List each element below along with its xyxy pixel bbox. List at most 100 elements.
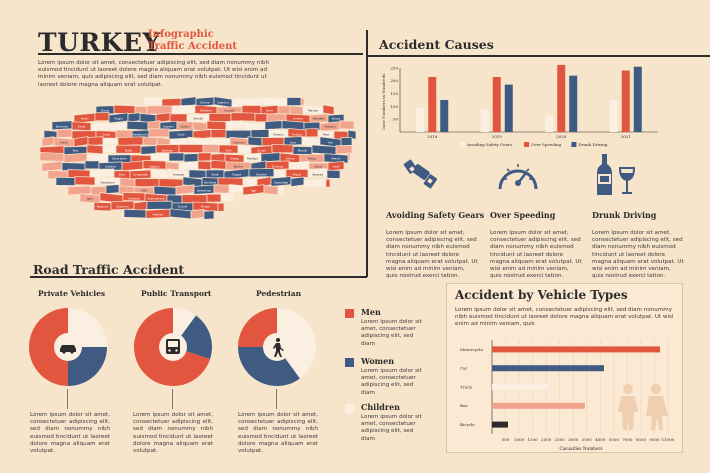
province-label: Erzurum: [233, 141, 245, 145]
causes-bar-chart: Case Numbers in Hundreds 50100150200250 …: [381, 64, 658, 147]
province-cell: [260, 152, 281, 163]
province-label: Yozgat: [232, 173, 242, 177]
vehicle-x-tick-label: 3000: [568, 437, 579, 442]
province-label: Kocaeli: [225, 109, 235, 113]
province-cell: [325, 178, 331, 188]
causes-bar: [569, 75, 578, 132]
province-label: Denizli: [193, 117, 203, 121]
province-label: Bayburt: [97, 205, 109, 209]
province-label: Istanbul: [217, 101, 228, 105]
province-cell: [203, 210, 215, 220]
province-cell: [169, 113, 188, 123]
province-cell: [311, 144, 337, 155]
province-label: Ardahan: [128, 197, 140, 201]
province-label: Mus: [73, 149, 79, 153]
vehicle-x-tick-label: 8500: [636, 437, 647, 442]
group-label-pedestrian: Pedestrian: [256, 289, 302, 298]
province-cell: [347, 152, 351, 162]
group-label-private: Private Vehicles: [38, 289, 106, 298]
province-cell: [261, 96, 288, 107]
vehicle-x-tick-label: 5500: [609, 437, 620, 442]
province-cell: [335, 144, 353, 155]
province-label: Izmir: [266, 109, 274, 113]
province-cell: [217, 202, 225, 212]
province-cell: [73, 112, 96, 124]
province-cell: [213, 184, 230, 194]
vehicle-category-label: Bus: [460, 403, 468, 408]
legend-label-women: Women: [361, 356, 395, 366]
province-label: Amasya: [173, 173, 184, 177]
vehicle-x-tick-label: 1000: [514, 437, 525, 442]
vehicle-bar: [492, 346, 660, 353]
province-cell: [86, 144, 104, 155]
cause-text-over-speeding: Lorem ipsum dolor sit amet, consectetuer…: [490, 230, 582, 280]
group-text-private: Lorem ipsum dolor sit amet, consectetuer…: [30, 412, 110, 455]
province-label: Usak: [333, 165, 340, 169]
province-cell: [39, 152, 65, 162]
causes-x-tick-label: 2019: [492, 134, 503, 139]
vehicle-x-tick-label: 4000: [595, 437, 606, 442]
province-cell: [126, 120, 149, 131]
causes-bar: [609, 100, 618, 132]
province-label: Kastamonu: [133, 133, 149, 137]
causes-legend-swatch: [571, 142, 577, 147]
province-label: Elazig: [230, 157, 239, 161]
province-cell: [150, 168, 169, 180]
vehicle-x-axis-label: Casualties Numbers: [559, 446, 602, 451]
province-label: Tokat: [210, 173, 219, 177]
province-cell: [129, 169, 152, 180]
province-label: Samsun: [324, 125, 335, 129]
causes-y-tick-label: 50: [393, 117, 399, 122]
province-cell: [121, 160, 144, 172]
province-label: Eskisehir: [313, 117, 326, 121]
vehicle-types-paragraph: Lorem ipsum dolor sit amet, consectetuer…: [455, 307, 674, 328]
causes-bar: [621, 70, 630, 132]
vehicle-x-tick-label: 2000: [541, 437, 552, 442]
province-label: Edirne: [201, 101, 210, 105]
vehicle-category-label: Bicycle: [460, 422, 475, 427]
province-label: Gaziantep: [274, 181, 288, 185]
province-label: Kayseri: [163, 125, 173, 129]
vehicle-x-tick-label: 500: [502, 437, 510, 442]
vehicle-category-label: Car: [460, 366, 467, 371]
province-label: Bolu: [119, 173, 125, 177]
legend-label-children: Children: [361, 402, 400, 412]
province-cell: [230, 112, 256, 122]
province-label: Afyon: [315, 165, 323, 169]
pie-chart-public-transport: [134, 308, 212, 386]
causes-legend-label: Over Speeding: [531, 142, 562, 147]
vehicle-category-label: Motorcycle: [460, 347, 483, 352]
province-cell: [127, 112, 141, 123]
province-label: Adana: [286, 157, 295, 161]
province-label: Igdir: [87, 197, 94, 201]
province-cell: [242, 177, 258, 187]
province-cell: [74, 176, 96, 186]
pie-slice-men: [29, 308, 68, 386]
province-label: Adiyaman: [101, 181, 115, 185]
causes-y-tick-label: 150: [390, 91, 398, 96]
province-label: Isparta: [150, 165, 160, 169]
province-label: Ordu: [178, 133, 185, 137]
province-label: Gumushane: [148, 197, 165, 201]
province-cell: [299, 153, 325, 163]
causes-legend-swatch: [460, 142, 465, 147]
province-label: Sirnak: [257, 149, 266, 153]
province-cell: [142, 136, 158, 146]
province-cell: [145, 208, 171, 219]
legend-swatch-men: [345, 309, 354, 318]
province-cell: [210, 129, 227, 138]
vehicle-x-tick-label: 3500: [582, 437, 593, 442]
vehicle-bar: [492, 402, 585, 409]
province-cell: [247, 136, 263, 147]
pie-leader-private: [67, 389, 68, 409]
causes-y-tick-label: 200: [390, 78, 398, 83]
province-label: Siirt: [226, 149, 232, 153]
province-cell: [340, 137, 353, 147]
province-label: Manisa: [308, 109, 318, 113]
province-cell: [178, 144, 204, 153]
causes-x-tick-label: 2018: [427, 134, 438, 139]
causes-bar: [416, 107, 425, 132]
province-cell: [241, 105, 262, 114]
province-label: Diyarbakir: [112, 157, 127, 161]
province-cell: [339, 120, 355, 130]
